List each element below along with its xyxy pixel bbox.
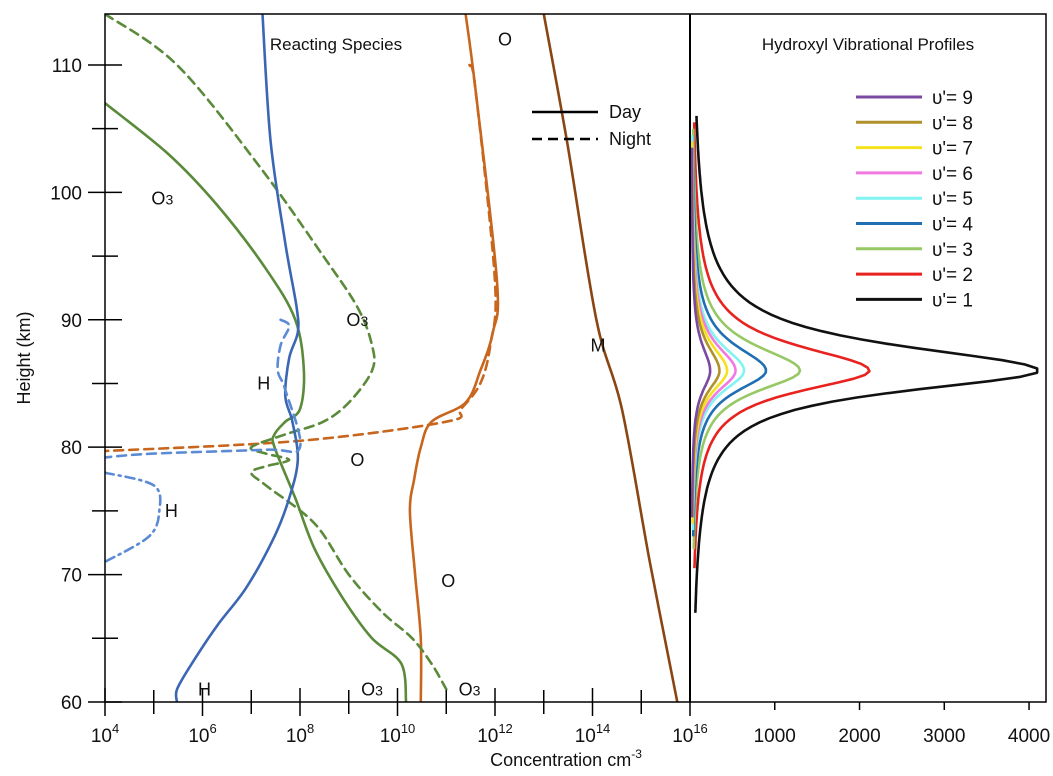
hydroxyl-profile (692, 122, 871, 569)
profile-legend-label: υ'= 9 (932, 88, 973, 109)
right-x-tick-label: 1000 (754, 726, 796, 747)
curve-label: O (498, 29, 512, 49)
y-tick-label: 70 (61, 566, 82, 587)
y-axis-label: Height (km) (14, 311, 34, 404)
right-panel-title: Hydroxyl Vibrational Profiles (762, 35, 974, 54)
series-h-dashdot (105, 471, 162, 564)
x-axis-label: Concentration cm-3 (490, 747, 642, 770)
series-m-day (542, 14, 679, 702)
series-o-day (408, 14, 500, 702)
profile-legend-label: υ'= 3 (932, 240, 973, 261)
curve-label: M (591, 335, 606, 355)
curve-label: O3 (361, 679, 383, 699)
right-x-tick-label: 3000 (923, 726, 965, 747)
curve-label: H (198, 679, 211, 699)
x-tick-label: 104 (91, 721, 119, 747)
left-series-group (105, 14, 679, 702)
left-panel-title: Reacting Species (270, 35, 402, 54)
y-tick-label: 80 (61, 438, 82, 459)
x-tick-label: 108 (286, 721, 314, 747)
profile-legend-label: υ'= 6 (932, 164, 973, 185)
axes-group: 60 70 80 90 100 110 104 106 108 1010 1012 1014 1016 1… (50, 56, 1050, 747)
profile-legend-label: υ'= 2 (932, 265, 973, 286)
series-o-night (105, 63, 497, 453)
legend-night-label: Night (609, 129, 651, 149)
hydroxyl-profile (690, 147, 712, 518)
x-tick-label: 1014 (575, 721, 611, 747)
hydroxyl-profile (694, 115, 1039, 613)
series-h-night (105, 318, 302, 459)
curve-label: H (257, 373, 270, 393)
curve-label: O (350, 450, 364, 470)
curve-label: O3 (346, 310, 368, 330)
y-tick-label: 110 (52, 56, 82, 77)
curve-label: O3 (151, 189, 173, 209)
series-o3-night (105, 14, 448, 691)
y-tick-label: 90 (61, 311, 82, 332)
x-tick-label: 1010 (380, 721, 416, 747)
profile-legend-label: υ'= 8 (932, 113, 973, 134)
x-tick-label: 106 (188, 721, 216, 747)
series-h-day (174, 14, 300, 702)
profile-legend-label: υ'= 4 (932, 215, 973, 236)
right-x-tick-label: 4000 (1008, 726, 1050, 747)
line-style-legend: Day Night (532, 102, 651, 149)
profile-legend-label: υ'= 7 (932, 139, 973, 160)
x-tick-label: 1012 (477, 721, 513, 747)
series-o3-day (105, 101, 408, 702)
curve-label: O3 (459, 679, 481, 699)
y-tick-label: 100 (50, 183, 82, 204)
profile-legend: υ'= 9 υ'= 8 υ'= 7 υ'= 6 υ'= 5 υ'= 4 υ'= 3 υ'= 2… (856, 88, 973, 311)
profile-legend-label: υ'= 5 (932, 189, 973, 210)
profile-legend-label: υ'= 1 (932, 290, 973, 311)
curve-label: H (165, 501, 178, 521)
right-series-group (690, 115, 1039, 613)
plot-frame (104, 13, 1047, 703)
x-tick-label: 1016 (672, 721, 708, 747)
right-x-tick-label: 2000 (838, 726, 880, 747)
legend-day-label: Day (609, 102, 641, 122)
y-tick-label: 60 (61, 693, 82, 714)
curve-label: O (441, 571, 455, 591)
curve-labels-group: O3 O3 H O H O O M H O3 O3 (151, 29, 605, 699)
